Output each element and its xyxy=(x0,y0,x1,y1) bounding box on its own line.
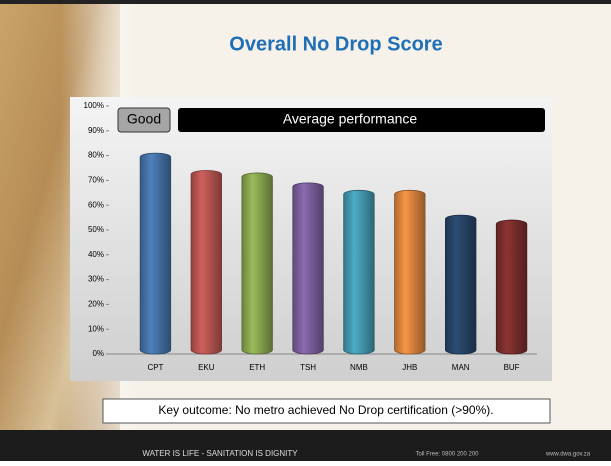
annotation: Average performance xyxy=(283,111,418,127)
bar xyxy=(190,170,222,355)
x-tick-label: BUF xyxy=(504,363,520,372)
top-border xyxy=(0,0,611,4)
bar xyxy=(241,172,273,355)
bar xyxy=(394,189,426,355)
x-tick-label: JHB xyxy=(402,363,417,372)
x-tick-label: MAN xyxy=(452,363,470,372)
y-tick-label: 30% xyxy=(88,275,104,284)
x-tick-label: EKU xyxy=(198,363,215,372)
annotation-box xyxy=(178,108,545,132)
footer-phone: Toll Free: 0800 200 200 xyxy=(415,452,479,458)
bar xyxy=(495,219,528,355)
annotation-box xyxy=(117,107,171,133)
y-tick-label: 0% xyxy=(92,349,104,358)
bar xyxy=(139,152,172,355)
x-tick-label: NMB xyxy=(350,363,368,372)
y-tick-label: 50% xyxy=(88,225,104,234)
x-tick-label: TSH xyxy=(300,363,316,372)
y-tick-label: 10% xyxy=(88,324,104,333)
footer-slogan: WATER IS LIFE - SANITATION IS DIGNITY xyxy=(142,449,298,458)
y-tick-label: 90% xyxy=(88,126,104,135)
bar xyxy=(343,189,375,355)
y-tick-label: 80% xyxy=(88,151,104,160)
y-tick-label: 70% xyxy=(88,176,104,185)
y-tick-label: 20% xyxy=(88,300,104,309)
footer-website: www.dwa.gov.za xyxy=(545,452,591,458)
note-box xyxy=(102,398,551,424)
annotation: Good xyxy=(127,111,161,127)
y-tick-label: 40% xyxy=(88,250,104,259)
bar xyxy=(445,214,477,355)
x-tick-label: ETH xyxy=(249,363,265,372)
x-tick-label: CPT xyxy=(147,363,163,372)
bar xyxy=(292,182,324,355)
note: Key outcome: No metro achieved No Drop c… xyxy=(158,403,493,417)
y-tick-label: 100% xyxy=(84,101,104,110)
y-tick-label: 60% xyxy=(88,200,104,209)
chart-title: Overall No Drop Score xyxy=(229,33,442,55)
footer-band xyxy=(0,430,611,461)
